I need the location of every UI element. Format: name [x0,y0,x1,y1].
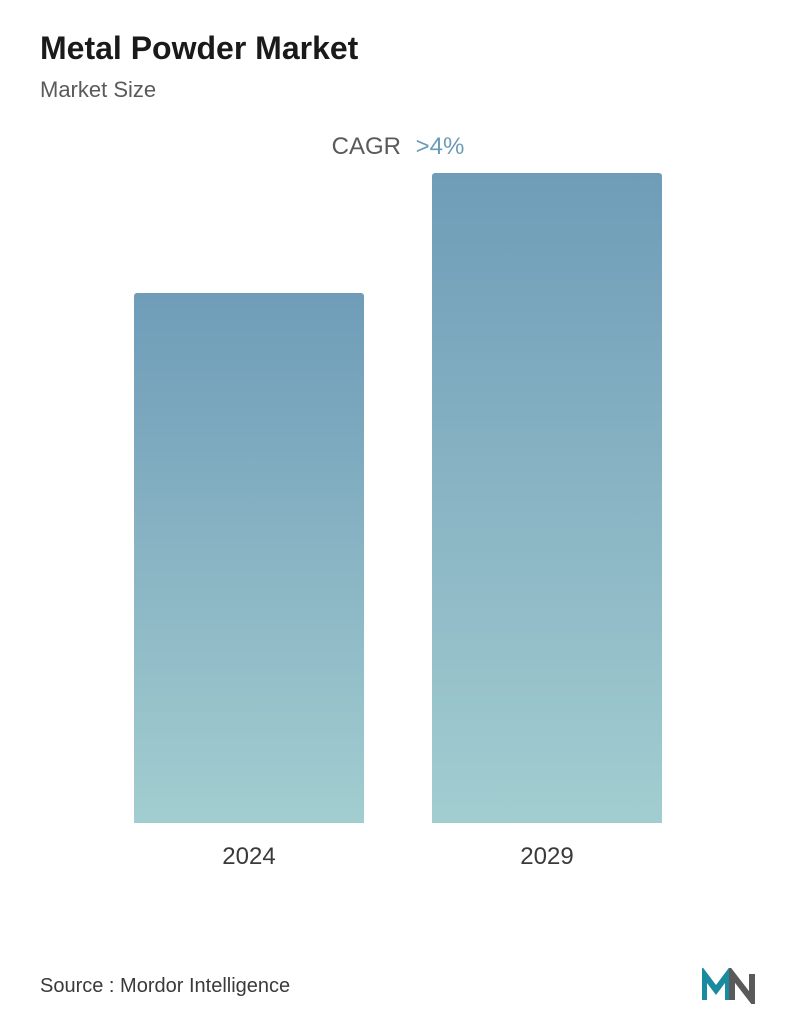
cagr-display: CAGR >4% [40,133,756,161]
bar-2029 [432,173,662,823]
bar-label-2024: 2024 [222,843,275,871]
bar-group-0: 2024 [134,293,364,871]
chart-subtitle: Market Size [40,77,756,103]
bar-chart: 2024 2029 [40,181,756,871]
bar-2024 [134,293,364,823]
source-text: Source : Mordor Intelligence [40,975,290,998]
cagr-label: CAGR [332,133,401,160]
cagr-value: >4% [416,133,465,160]
source-name: Mordor Intelligence [120,975,290,997]
brand-logo [702,968,756,1004]
chart-title: Metal Powder Market [40,30,756,67]
bar-group-1: 2029 [432,173,662,871]
footer: Source : Mordor Intelligence [40,968,756,1004]
bar-label-2029: 2029 [520,843,573,871]
source-label: Source : [40,975,114,997]
